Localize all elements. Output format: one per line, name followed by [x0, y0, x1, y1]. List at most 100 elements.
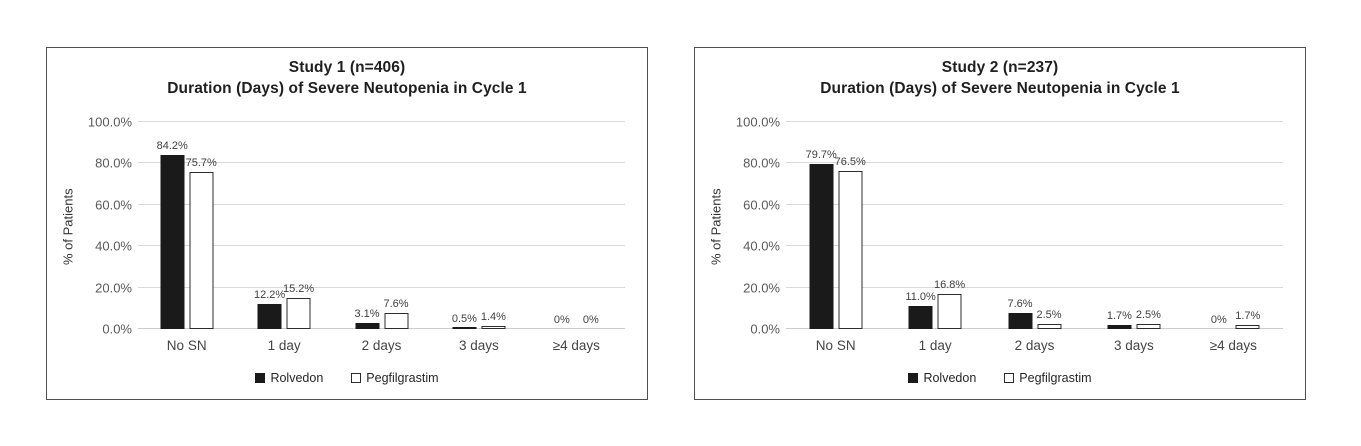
bar-cell-pegfilgrastim: 1.7%: [1235, 122, 1261, 329]
bar-value-label: 1.7%: [1235, 310, 1261, 323]
bar-rolvedon-3-days: [452, 327, 477, 329]
bar-group-2-days: 3.1% 7.6%: [354, 122, 409, 329]
x-axis-category-label: 1 day: [918, 338, 952, 353]
bar-group-3-days: 1.7% 2.5%: [1106, 122, 1161, 329]
bar-value-label: 2.5%: [1036, 308, 1062, 321]
gridline: [786, 203, 1283, 205]
chart-title-block: Study 2 (n=237) Duration (Days) of Sever…: [695, 57, 1305, 99]
bar-rolvedon-1-day: [257, 303, 282, 329]
study-2-chart-panel: Study 2 (n=237) Duration (Days) of Sever…: [694, 47, 1306, 400]
chart-subtitle: Duration (Days) of Severe Neutopenia in …: [167, 80, 527, 97]
bar-pegfilgrastim-3-days: [1136, 323, 1161, 329]
x-axis-category-label: ≥4 days: [552, 338, 600, 353]
legend-item-rolvedon: Rolvedon: [908, 371, 976, 385]
bar-rolvedon-2-days: [355, 322, 379, 329]
y-axis-tick-label: 20.0%: [743, 280, 780, 296]
legend-swatch-pegfilgrastim-icon: [1004, 373, 1015, 383]
gridline: [786, 121, 1283, 122]
y-axis-tick-labels: 0.0% 20.0% 40.0% 60.0% 80.0% 100.0%: [47, 115, 132, 337]
x-axis-category-label: 2 days: [1014, 338, 1055, 353]
x-axis-line: [786, 328, 1283, 329]
chart-title-block: Study 1 (n=406) Duration (Days) of Sever…: [47, 57, 647, 99]
legend-label-rolvedon: Rolvedon: [270, 371, 324, 385]
y-axis-tick-label: 0.0%: [102, 321, 132, 337]
bar-group-no-sn: 79.7% 76.5%: [806, 122, 866, 329]
x-axis-category-label: ≥4 days: [1209, 338, 1257, 353]
bar-pegfilgrastim-2-days: [1037, 323, 1061, 329]
legend-label-pegfilgrastim: Pegfilgrastim: [1019, 371, 1092, 385]
bar-value-label: 0%: [582, 314, 599, 326]
bar-pegfilgrastim-1-day: [286, 297, 311, 329]
bar-cell-rolvedon: 0%: [550, 122, 574, 329]
gridline: [786, 162, 1283, 164]
bar-value-label: 1.7%: [1106, 310, 1132, 323]
x-axis-category-label: 3 days: [459, 338, 499, 353]
bar-group-4-days: 0% 0%: [550, 122, 603, 329]
y-axis-tick-label: 80.0%: [95, 155, 132, 171]
bar-pegfilgrastim-no-sn: [838, 170, 863, 329]
gridline: [138, 203, 625, 205]
bar-cell-pegfilgrastim: 7.6%: [383, 122, 409, 329]
bar-cell-rolvedon: 79.7%: [806, 122, 837, 329]
bar-cell-pegfilgrastim: 2.5%: [1036, 122, 1062, 329]
bar-value-label: 7.6%: [1007, 298, 1033, 311]
bar-cell-pegfilgrastim: 2.5%: [1135, 122, 1161, 329]
bar-cell-pegfilgrastim: 15.2%: [283, 122, 314, 329]
bar-value-label: 79.7%: [805, 149, 837, 162]
y-axis-tick-label: 60.0%: [743, 197, 780, 213]
y-axis-tick-label: 100.0%: [735, 114, 780, 130]
bar-rolvedon-1-day: [908, 306, 933, 329]
chart-legend: Rolvedon Pegfilgrastim: [47, 371, 647, 385]
bar-rolvedon-2-days: [1008, 313, 1032, 329]
bar-group-1-day: 11.0% 16.8%: [905, 122, 965, 329]
x-axis-category-label: No SN: [815, 338, 856, 353]
y-axis-tick-label: 80.0%: [743, 155, 780, 171]
bar-cell-rolvedon: 0%: [1207, 122, 1231, 329]
bar-group-3-days: 0.5% 1.4%: [451, 122, 506, 329]
bar-value-label: 3.1%: [354, 307, 380, 320]
bar-group-no-sn: 84.2% 75.7%: [157, 122, 217, 329]
bar-cell-pegfilgrastim: 76.5%: [835, 122, 866, 329]
bar-value-label: 75.7%: [185, 157, 217, 170]
y-axis-tick-label: 100.0%: [87, 114, 132, 130]
bar-cell-rolvedon: 84.2%: [157, 122, 188, 329]
bar-group-2-days: 7.6% 2.5%: [1007, 122, 1062, 329]
gridline: [786, 286, 1283, 288]
bar-cell-pegfilgrastim: 75.7%: [186, 122, 217, 329]
legend-label-rolvedon: Rolvedon: [923, 371, 977, 385]
bar-rolvedon-3-days: [1107, 325, 1132, 329]
gridline: [138, 245, 625, 247]
bar-value-label: 15.2%: [282, 282, 315, 295]
bar-value-label: 2.5%: [1135, 308, 1161, 321]
x-axis-category-label: 3 days: [1114, 338, 1154, 353]
bar-cell-pegfilgrastim: 1.4%: [480, 122, 506, 329]
bar-cell-rolvedon: 0.5%: [451, 122, 477, 329]
bar-cell-rolvedon: 11.0%: [905, 122, 936, 329]
bar-cell-rolvedon: 1.7%: [1106, 122, 1132, 329]
plot-area: 84.2% 75.7% 12.2% 15.2% 3.1% 7.6% 0.5% 1.4% 0% 0%: [138, 121, 625, 329]
chart-title: Study 1 (n=406): [288, 59, 406, 76]
legend-swatch-rolvedon-icon: [255, 373, 266, 383]
legend-item-pegfilgrastim: Pegfilgrastim: [1004, 371, 1092, 385]
x-axis-line: [138, 328, 625, 329]
gridline: [138, 162, 625, 164]
x-axis-category-label: 2 days: [361, 338, 402, 353]
bar-group-4-days: 0% 1.7%: [1207, 122, 1260, 329]
gridline: [786, 245, 1283, 247]
x-axis-category-label: 1 day: [267, 338, 301, 353]
study-1-chart-panel: Study 1 (n=406) Duration (Days) of Sever…: [46, 47, 648, 400]
bar-value-label: 1.4%: [480, 311, 506, 324]
x-axis-labels: No SN 1 day 2 days 3 days ≥4 days: [786, 338, 1283, 358]
y-axis-tick-label: 40.0%: [743, 238, 780, 254]
x-axis-labels: No SN 1 day 2 days 3 days ≥4 days: [138, 338, 625, 358]
gridline: [138, 121, 625, 122]
bar-value-label: 76.5%: [834, 155, 866, 168]
legend-swatch-pegfilgrastim-icon: [351, 373, 362, 383]
gridline: [138, 286, 625, 288]
bar-value-label: 7.6%: [383, 298, 409, 311]
legend-item-rolvedon: Rolvedon: [255, 371, 323, 385]
bar-rolvedon-no-sn: [809, 164, 834, 329]
bar-value-label: 0.5%: [451, 312, 477, 325]
y-axis-tick-label: 60.0%: [95, 197, 132, 213]
